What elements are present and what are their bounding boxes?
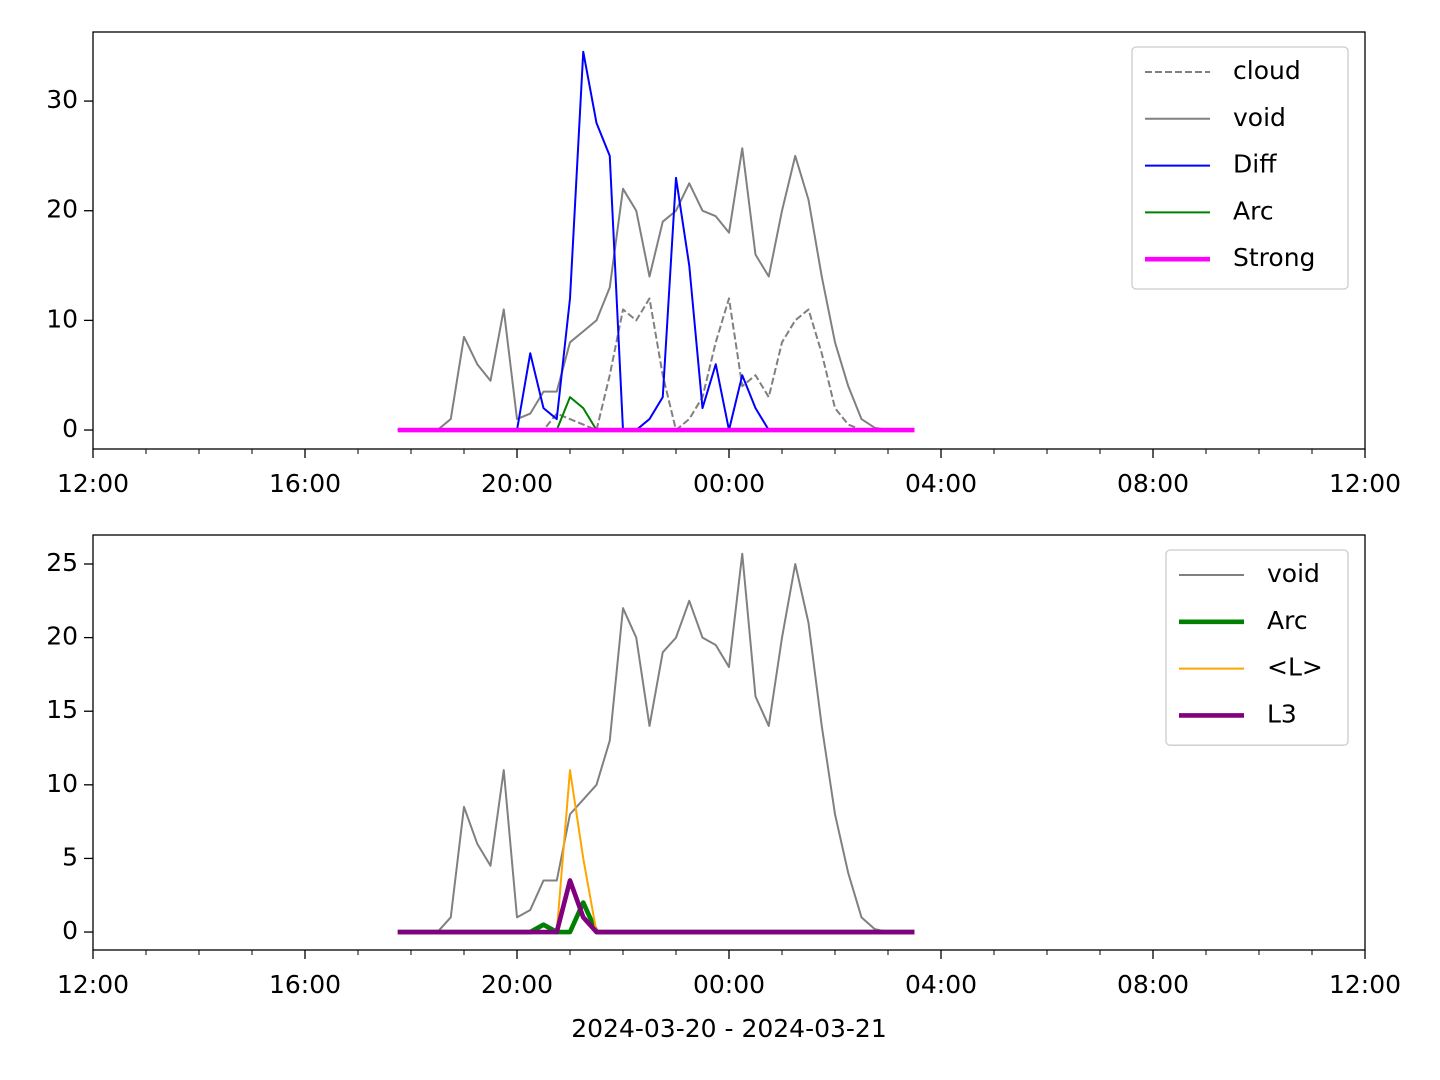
x-tick-label: 00:00 — [693, 469, 765, 498]
y-tick-label: 25 — [46, 548, 78, 577]
x-tick-label: 12:00 — [1329, 469, 1401, 498]
legend-box — [1131, 46, 1349, 290]
x-tick-label: 08:00 — [1117, 469, 1189, 498]
legend-label: cloud — [1233, 56, 1301, 85]
data-line — [397, 147, 915, 432]
legend-label: Diff — [1233, 150, 1277, 179]
legend-label: L3 — [1267, 699, 1297, 728]
y-tick-label: 0 — [62, 414, 78, 443]
y-tick-label: 30 — [46, 85, 78, 114]
x-tick-label: 08:00 — [1117, 970, 1189, 999]
x-tick-label: 12:00 — [1329, 970, 1401, 999]
data-line — [397, 552, 915, 934]
legend-label: Arc — [1233, 196, 1274, 225]
legend-label: Arc — [1267, 606, 1308, 635]
x-tick-label: 04:00 — [905, 469, 977, 498]
y-tick-label: 15 — [46, 695, 78, 724]
data-line — [397, 878, 915, 935]
x-axis-label: 2024-03-20 - 2024-03-21 — [571, 1014, 887, 1043]
axes-frame — [92, 534, 1366, 951]
y-tick-label: 20 — [46, 195, 78, 224]
x-tick-label: 00:00 — [693, 970, 765, 999]
x-tick-label: 16:00 — [269, 970, 341, 999]
x-tick-label: 12:00 — [57, 970, 129, 999]
x-tick-label: 16:00 — [269, 469, 341, 498]
y-tick-label: 0 — [62, 916, 78, 945]
data-line — [516, 50, 770, 432]
legend-label: void — [1267, 559, 1320, 588]
x-tick-label: 20:00 — [481, 469, 553, 498]
legend-label: void — [1233, 103, 1286, 132]
x-tick-label: 12:00 — [57, 469, 129, 498]
x-tick-label: 20:00 — [481, 970, 553, 999]
y-tick-label: 5 — [62, 842, 78, 871]
y-tick-label: 20 — [46, 622, 78, 651]
y-tick-label: 10 — [46, 304, 78, 333]
legend-label: <L> — [1267, 653, 1323, 682]
axes-frame — [92, 31, 1366, 450]
y-tick-label: 10 — [46, 769, 78, 798]
legend-box — [1165, 549, 1349, 746]
legend-label: Strong — [1233, 243, 1315, 272]
x-tick-label: 04:00 — [905, 970, 977, 999]
